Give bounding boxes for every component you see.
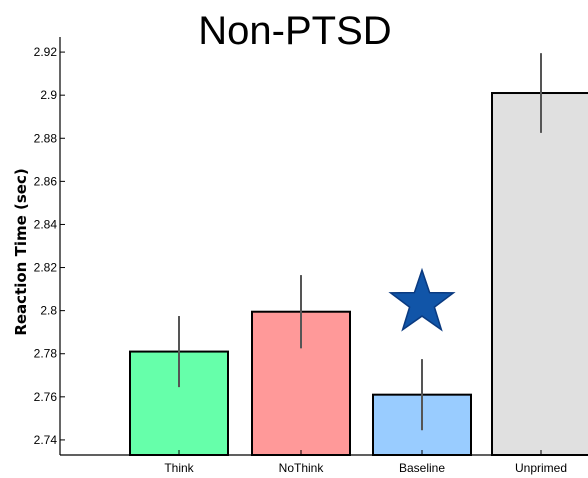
- y-tick-label: 2.74: [34, 433, 58, 447]
- chart-title: Non-PTSD: [198, 9, 391, 53]
- y-tick-label: 2.88: [34, 131, 58, 145]
- x-tick-label: Unprimed: [515, 461, 567, 475]
- y-tick-label: 2.76: [34, 390, 58, 404]
- y-tick-label: 2.86: [34, 174, 58, 188]
- y-tick-label: 2.8: [40, 304, 57, 318]
- bar-unprimed: [491, 92, 588, 456]
- x-tick-label: Baseline: [399, 461, 445, 475]
- x-tick-label: Think: [164, 461, 194, 475]
- y-tick-label: 2.9: [40, 88, 57, 102]
- x-tick-label: NoThink: [279, 461, 325, 475]
- y-tick-label: 2.82: [34, 261, 58, 275]
- y-axis-label: Reaction Time (sec): [12, 168, 30, 335]
- y-tick-label: 2.92: [34, 45, 58, 59]
- y-tick-label: 2.78: [34, 347, 58, 361]
- star-icon: [388, 267, 456, 332]
- y-tick-label: 2.84: [34, 217, 58, 231]
- plot-area: 2.74 2.76 2.78 2.8 2.82 2.84 2.86 2.88 2.9 2.92 Th…: [34, 37, 588, 475]
